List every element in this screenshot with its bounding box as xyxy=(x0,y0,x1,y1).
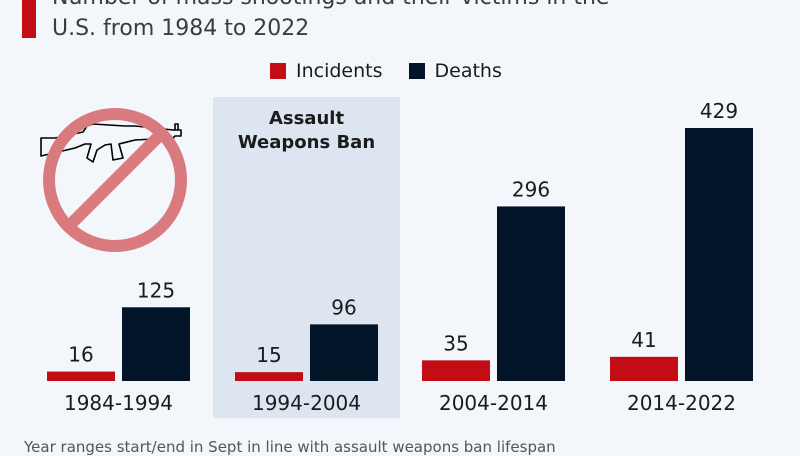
no-assault-rifle-icon xyxy=(40,108,187,252)
legend: Incidents Deaths xyxy=(270,60,528,82)
legend-label-deaths: Deaths xyxy=(434,60,502,82)
bar-incidents-1984-1994 xyxy=(47,371,115,381)
prohibition-slash xyxy=(63,128,167,232)
legend-label-incidents: Incidents xyxy=(296,60,383,82)
data-label-incidents-2004-2014: 35 xyxy=(443,331,468,355)
title-accent-bar xyxy=(22,0,36,38)
category-label-2004-2014: 2004-2014 xyxy=(439,391,548,415)
data-label-deaths-1994-2004: 96 xyxy=(331,295,356,319)
assault-weapons-ban-label: Assault Weapons Ban xyxy=(213,107,400,155)
category-label-2014-2022: 2014-2022 xyxy=(627,391,736,415)
footnote: Year ranges start/end in Sept in line wi… xyxy=(24,438,556,456)
data-label-incidents-1994-2004: 15 xyxy=(256,343,281,367)
category-label-1994-2004: 1994-2004 xyxy=(252,391,361,415)
data-label-deaths-2014-2022: 429 xyxy=(700,99,738,123)
category-label-1984-1994: 1984-1994 xyxy=(64,391,173,415)
legend-item-deaths: Deaths xyxy=(408,60,502,82)
ban-label-line2: Weapons Ban xyxy=(237,132,376,153)
data-label-incidents-1984-1994: 16 xyxy=(68,343,93,367)
legend-swatch-deaths xyxy=(408,63,425,79)
bar-deaths-1984-1994 xyxy=(122,307,190,381)
bar-incidents-2014-2022 xyxy=(610,356,678,381)
legend-item-incidents: Incidents xyxy=(270,60,383,82)
legend-swatch-incidents xyxy=(270,63,286,79)
bar-deaths-1994-2004 xyxy=(310,324,378,381)
data-label-incidents-2014-2022: 41 xyxy=(631,328,656,352)
bar-incidents-1994-2004 xyxy=(235,372,303,381)
data-label-deaths-1984-1994: 125 xyxy=(137,278,175,302)
ban-label-line1: Assault xyxy=(268,108,345,129)
bar-deaths-2014-2022 xyxy=(685,128,753,381)
bar-incidents-2004-2014 xyxy=(422,360,490,381)
data-label-deaths-2004-2014: 296 xyxy=(512,177,550,201)
bar-deaths-2004-2014 xyxy=(497,206,565,381)
prohibition-circle xyxy=(43,108,187,252)
chart-title: Number of mass shootings and their victi… xyxy=(52,0,609,41)
